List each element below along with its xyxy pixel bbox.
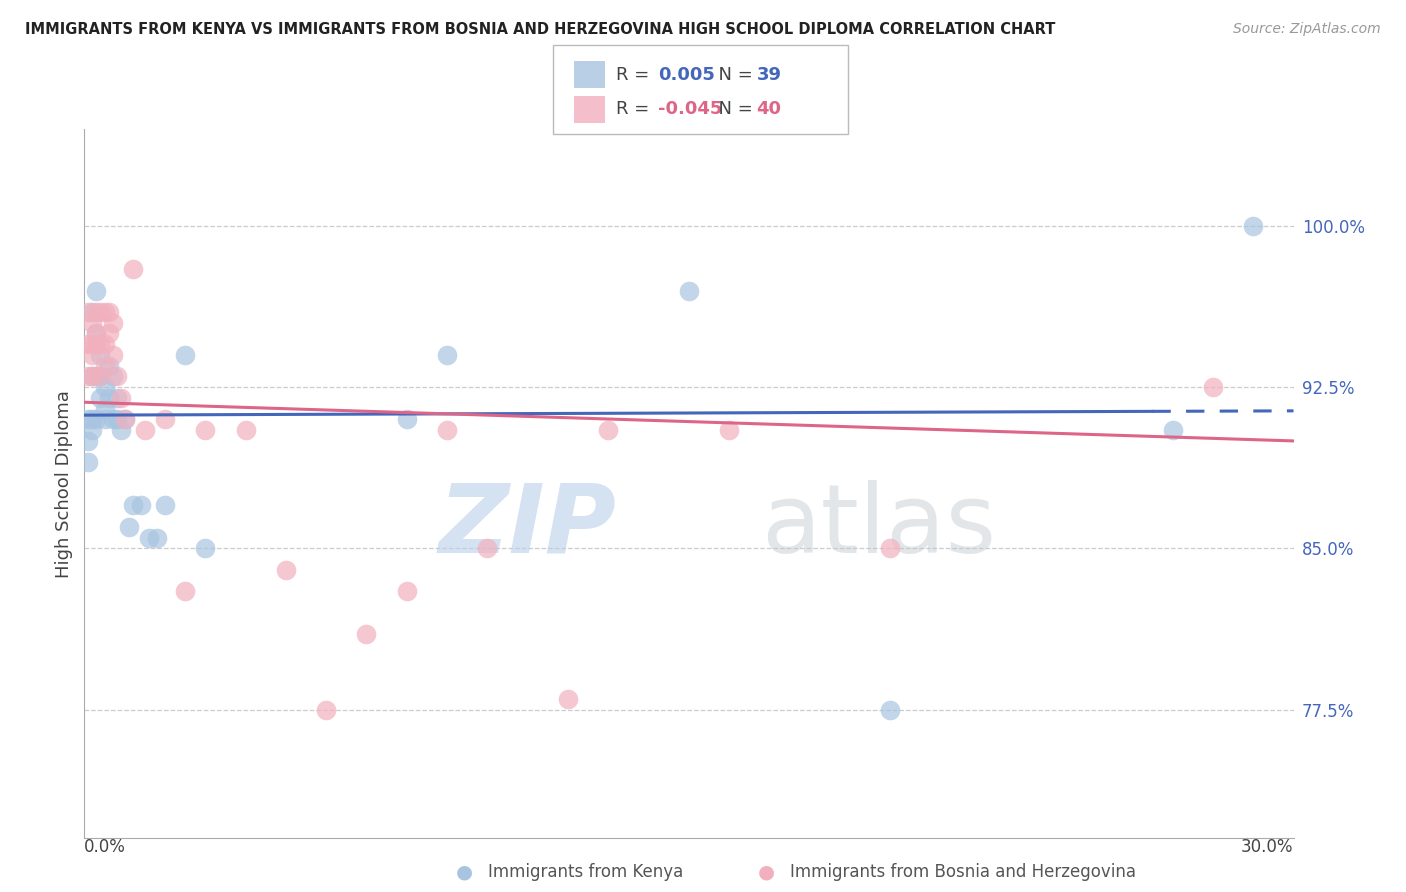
Point — [101, 316, 124, 330]
Point — [110, 423, 132, 437]
Point — [879, 702, 901, 716]
Text: ZIP: ZIP — [439, 480, 616, 573]
Text: R =: R = — [616, 100, 655, 119]
Point — [315, 702, 337, 716]
Point — [557, 691, 579, 706]
Point — [194, 423, 217, 437]
Point — [86, 337, 108, 351]
Point — [86, 412, 108, 426]
Point — [93, 412, 115, 426]
Point — [598, 423, 620, 437]
Point — [235, 423, 257, 437]
Point — [86, 326, 108, 341]
Point — [93, 337, 115, 351]
Point — [101, 412, 124, 426]
Text: 30.0%: 30.0% — [1241, 838, 1294, 856]
Point — [105, 412, 128, 426]
Point — [93, 305, 115, 319]
Point — [395, 584, 418, 599]
Point — [114, 412, 136, 426]
Point — [1202, 380, 1225, 394]
Point — [436, 348, 458, 362]
Point — [153, 499, 176, 513]
Point — [718, 423, 741, 437]
Point — [82, 412, 104, 426]
Point — [110, 391, 132, 405]
Point — [93, 401, 115, 416]
Text: 39: 39 — [756, 66, 782, 84]
Point — [77, 455, 100, 469]
Point — [356, 627, 378, 641]
Point — [101, 369, 124, 384]
Point — [395, 412, 418, 426]
Point — [436, 423, 458, 437]
Point — [89, 369, 111, 384]
Text: ●: ● — [456, 863, 472, 882]
Point — [82, 316, 104, 330]
Point — [86, 305, 108, 319]
Text: R =: R = — [616, 66, 655, 84]
Point — [89, 337, 111, 351]
Text: 0.005: 0.005 — [658, 66, 714, 84]
Point — [129, 499, 152, 513]
Point — [82, 369, 104, 384]
Point — [86, 369, 108, 384]
Point — [93, 359, 115, 373]
Point — [477, 541, 499, 556]
Text: -0.045: -0.045 — [658, 100, 723, 119]
Point — [97, 359, 120, 373]
Point — [82, 305, 104, 319]
Text: 40: 40 — [756, 100, 782, 119]
Point — [174, 348, 197, 362]
Point — [105, 369, 128, 384]
Point — [121, 262, 143, 277]
Point — [105, 391, 128, 405]
Point — [89, 305, 111, 319]
Point — [82, 423, 104, 437]
Point — [82, 369, 104, 384]
Text: atlas: atlas — [762, 480, 997, 573]
Point — [86, 284, 108, 298]
Point — [77, 369, 100, 384]
Point — [77, 412, 100, 426]
Text: N =: N = — [707, 66, 759, 84]
Point — [118, 520, 141, 534]
Point — [274, 563, 297, 577]
Point — [97, 326, 120, 341]
Text: Immigrants from Kenya: Immigrants from Kenya — [488, 863, 683, 881]
Point — [678, 284, 700, 298]
Point — [77, 337, 100, 351]
Point — [86, 326, 108, 341]
Point — [77, 305, 100, 319]
Point — [879, 541, 901, 556]
Point — [138, 531, 160, 545]
Point — [89, 391, 111, 405]
Point — [97, 391, 120, 405]
Point — [101, 348, 124, 362]
Point — [82, 337, 104, 351]
Text: Source: ZipAtlas.com: Source: ZipAtlas.com — [1233, 22, 1381, 37]
Point — [114, 412, 136, 426]
Point — [82, 348, 104, 362]
Point — [93, 380, 115, 394]
Point — [97, 305, 120, 319]
Y-axis label: High School Diploma: High School Diploma — [55, 390, 73, 578]
Point — [1161, 423, 1184, 437]
Text: 0.0%: 0.0% — [84, 838, 127, 856]
Text: ●: ● — [758, 863, 775, 882]
Point — [77, 434, 100, 448]
Point — [194, 541, 217, 556]
Point — [121, 499, 143, 513]
Text: Immigrants from Bosnia and Herzegovina: Immigrants from Bosnia and Herzegovina — [790, 863, 1136, 881]
Point — [1241, 219, 1264, 233]
Text: N =: N = — [707, 100, 759, 119]
Point — [89, 369, 111, 384]
Text: IMMIGRANTS FROM KENYA VS IMMIGRANTS FROM BOSNIA AND HERZEGOVINA HIGH SCHOOL DIPL: IMMIGRANTS FROM KENYA VS IMMIGRANTS FROM… — [25, 22, 1056, 37]
Point — [146, 531, 169, 545]
Point — [134, 423, 156, 437]
Point — [174, 584, 197, 599]
Point — [89, 348, 111, 362]
Point — [153, 412, 176, 426]
